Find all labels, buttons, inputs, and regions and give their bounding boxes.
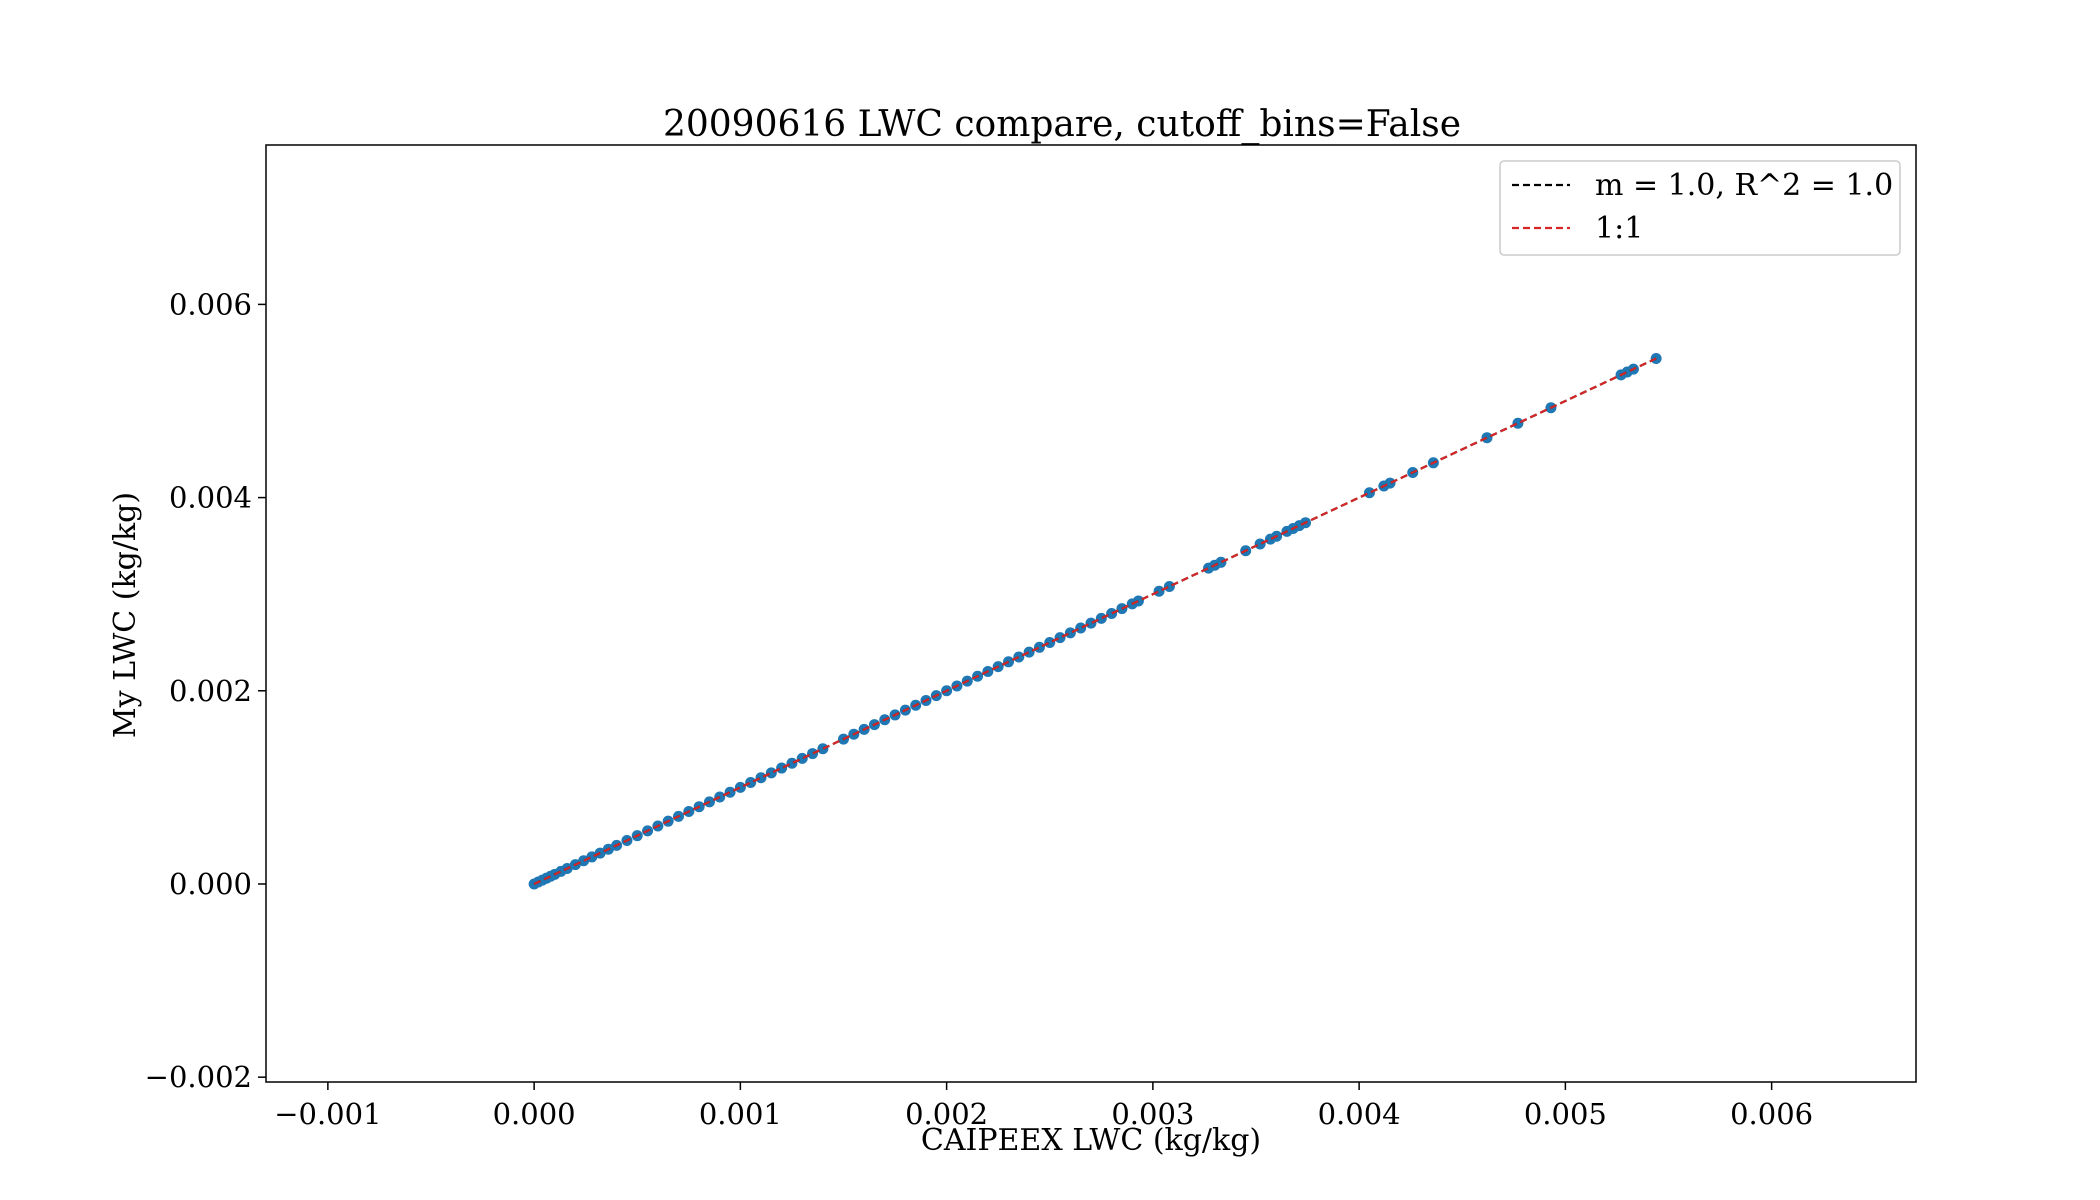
data-point [796,752,808,764]
data-point [1013,651,1025,663]
legend-box [1499,160,1901,256]
x-axis-label: CAIPEEX LWC (kg/kg) [921,1123,1261,1158]
data-point [1095,612,1107,624]
data-point [1023,646,1035,658]
fit-lines [533,357,1657,885]
data-point [1481,432,1493,444]
scatter-points [528,352,1662,890]
legend-label-one-to-one: 1:1 [1595,211,1643,246]
data-point [1153,585,1165,597]
data-point [1363,487,1375,499]
x-tick-label: 0.003 [1111,1097,1194,1131]
data-point [1033,641,1045,653]
data-point [1132,595,1144,607]
data-point [1254,538,1266,550]
y-tick-label: 0.000 [169,867,252,901]
data-point [776,762,788,774]
data-point [817,743,829,755]
x-tick-label: 0.001 [699,1097,782,1131]
chart-title: 20090616 LWC compare, cutoff_bins=False [663,104,1461,145]
data-point [1106,608,1118,619]
legend: m = 1.0, R^2 = 1.0 1:1 [1499,160,1901,256]
data-point [1384,477,1396,489]
x-axis: −0.001 0.000 0.001 0.002 0.003 0.004 0.005 0.00… [274,1082,1813,1131]
data-point [1044,636,1056,648]
y-tick-label: −0.002 [145,1060,252,1094]
data-point [745,777,757,789]
data-point [1075,622,1087,634]
data-point [765,767,777,779]
legend-label-fit: m = 1.0, R^2 = 1.0 [1595,168,1893,203]
x-tick-label: 0.000 [493,1097,576,1131]
data-point [786,757,798,769]
x-tick-label: 0.004 [1318,1097,1401,1131]
data-point [1215,556,1227,568]
data-point [1064,627,1076,639]
data-point [586,851,598,863]
data-point [578,855,590,867]
y-tick-label: 0.002 [169,674,252,708]
y-axis-label: My LWC (kg/kg) [108,492,143,738]
x-tick-label: 0.002 [905,1097,988,1131]
x-tick-label: 0.005 [1524,1097,1607,1131]
one-to-one-line [533,357,1657,885]
y-tick-label: 0.006 [169,287,252,321]
data-point [1085,617,1097,629]
plot-area [265,144,1917,1083]
x-tick-label: 0.006 [1730,1097,1813,1131]
data-point [755,772,767,784]
y-axis: −0.002 0.000 0.002 0.004 0.006 [145,287,266,1094]
data-point [1512,417,1524,429]
x-tick-label: −0.001 [274,1097,381,1131]
data-point [734,781,746,793]
data-point [1054,632,1066,644]
data-point [807,748,819,760]
data-point [724,786,736,798]
y-tick-label: 0.004 [169,481,252,515]
data-point [1163,580,1175,592]
